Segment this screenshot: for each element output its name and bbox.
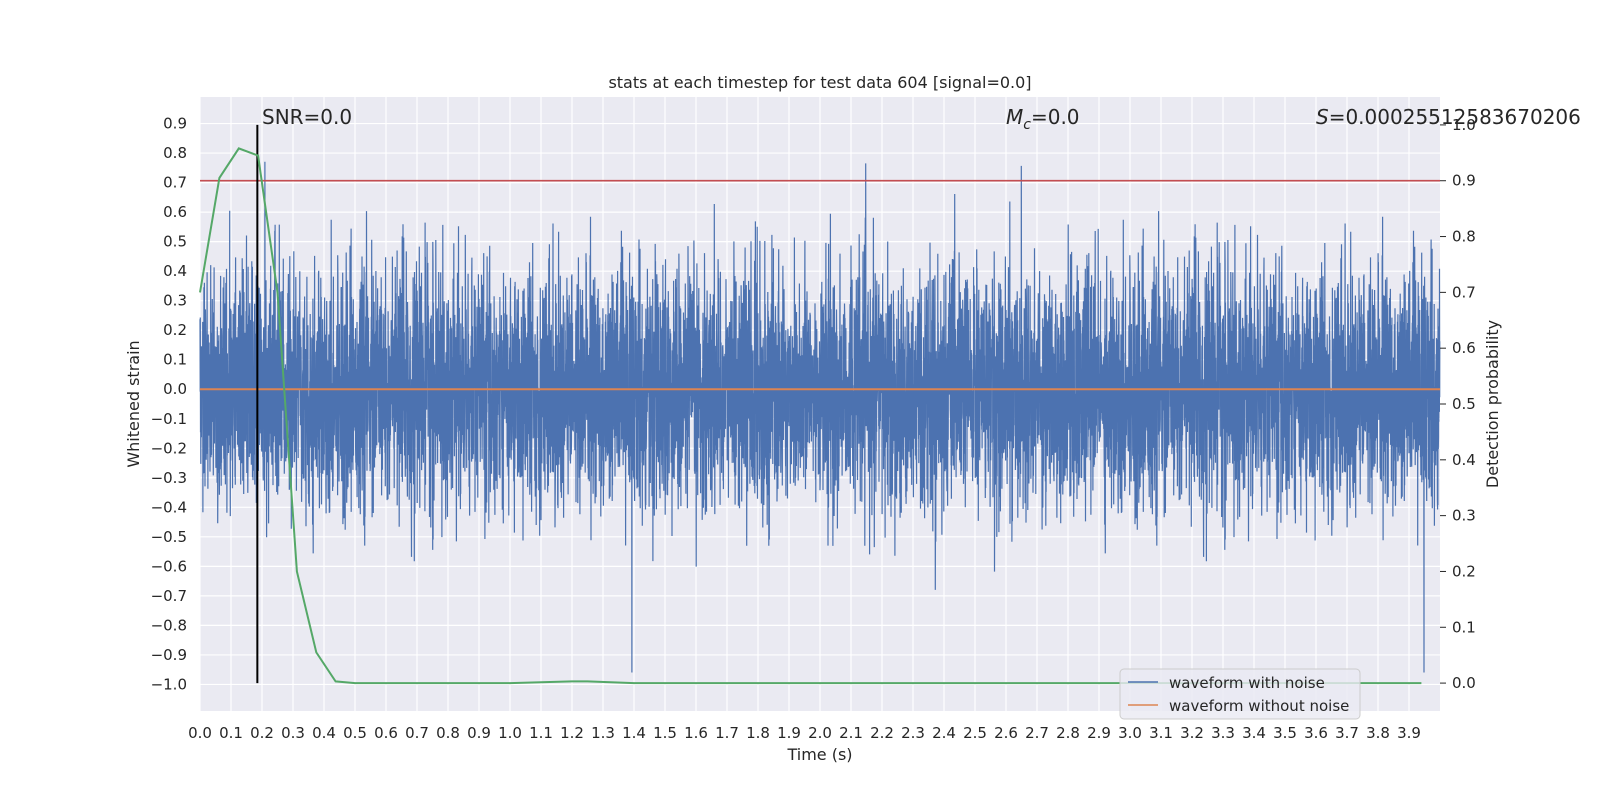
y-tick-label-left: −0.9 bbox=[151, 646, 187, 664]
legend: waveform with noise waveform without noi… bbox=[1119, 668, 1361, 720]
x-tick-label: 2.8 bbox=[1056, 724, 1080, 742]
overlay-lines bbox=[199, 124, 1440, 685]
x-tick-label: 2.2 bbox=[870, 724, 894, 742]
x-tick-label: 3.1 bbox=[1149, 724, 1173, 742]
s-value: =0.00025512583670206 bbox=[1329, 105, 1581, 129]
noise-series bbox=[199, 161, 1441, 673]
y-tick-label-left: −0.1 bbox=[151, 410, 187, 428]
noise-trace-line bbox=[199, 161, 1441, 673]
x-tick-label: 1.9 bbox=[777, 724, 801, 742]
legend-label-clean: waveform without noise bbox=[1169, 697, 1349, 715]
y-tick-label-right: 0.3 bbox=[1452, 507, 1476, 525]
x-tick-label: 3.8 bbox=[1366, 724, 1390, 742]
legend-box bbox=[1119, 668, 1361, 720]
x-tick-label: 3.5 bbox=[1273, 724, 1297, 742]
y-tick-label-right: 0.5 bbox=[1452, 395, 1476, 413]
y-tick-label-right: 0.6 bbox=[1452, 339, 1476, 357]
y-tick-label-right: 0.7 bbox=[1452, 283, 1476, 301]
legend-label-noise: waveform with noise bbox=[1169, 674, 1325, 692]
y-tick-label-left: 0.6 bbox=[163, 203, 187, 221]
x-tick-label: 3.2 bbox=[1180, 724, 1204, 742]
x-tick-label: 2.7 bbox=[1025, 724, 1049, 742]
y-tick-label-left: 0.0 bbox=[163, 380, 187, 398]
y-tick-label-left: 0.3 bbox=[163, 292, 187, 310]
x-tick-label: 3.0 bbox=[1118, 724, 1142, 742]
y-tick-label-left: 0.1 bbox=[163, 351, 187, 369]
snr-annotation: SNR=0.0 bbox=[262, 105, 352, 129]
y-tick-label-left: −0.2 bbox=[151, 439, 187, 457]
x-tick-label: 1.4 bbox=[622, 724, 646, 742]
x-tick-label: 2.5 bbox=[963, 724, 987, 742]
x-tick-label: 0.8 bbox=[436, 724, 460, 742]
x-tick-label: 0.5 bbox=[343, 724, 367, 742]
y-tick-label-right: 0.0 bbox=[1452, 674, 1476, 692]
y-axis-left-label: Whitened strain bbox=[124, 340, 143, 467]
x-tick-label: 3.9 bbox=[1397, 724, 1421, 742]
x-tick-label: 0.4 bbox=[312, 724, 336, 742]
y-tick-label-left: 0.4 bbox=[163, 262, 187, 280]
y-tick-label-left: 0.2 bbox=[163, 321, 187, 339]
x-tick-label: 1.1 bbox=[529, 724, 553, 742]
x-axis-label: Time (s) bbox=[786, 745, 852, 764]
x-tick-label: 1.3 bbox=[591, 724, 615, 742]
detection-probability-line bbox=[199, 147, 1422, 685]
y-tick-label-right: 0.8 bbox=[1452, 228, 1476, 246]
x-tick-label: 0.6 bbox=[374, 724, 398, 742]
mc-subscript: c bbox=[1023, 117, 1031, 133]
y-tick-label-left: 0.9 bbox=[163, 115, 187, 133]
y-axis-left: −1.0 −0.9 −0.8 −0.7 −0.6 −0.5 −0.4 −0.3 −0.2 −0.1… bbox=[151, 115, 187, 694]
x-tick-label: 3.4 bbox=[1242, 724, 1266, 742]
y-tick-label-right: 0.4 bbox=[1452, 451, 1476, 469]
y-tick-label-right: 0.1 bbox=[1452, 618, 1476, 636]
s-annotation: S=0.00025512583670206 bbox=[1316, 105, 1581, 129]
y-tick-label-left: −0.7 bbox=[151, 587, 187, 605]
x-tick-label: 0.9 bbox=[467, 724, 491, 742]
y-tick-label-left: 0.7 bbox=[163, 174, 187, 192]
x-tick-label: 2.3 bbox=[901, 724, 925, 742]
x-axis: 0.0 0.1 0.2 0.3 0.4 0.5 0.6 0.7 0.8 0.9 1.0 1.1 1.2 1… bbox=[188, 724, 1421, 742]
chart-title: stats at each timestep for test data 604… bbox=[608, 73, 1031, 92]
y-tick-label-right: 0.2 bbox=[1452, 562, 1476, 580]
y-axis-right-label: Detection probability bbox=[1483, 320, 1502, 488]
x-tick-label: 0.3 bbox=[281, 724, 305, 742]
x-tick-label: 2.1 bbox=[839, 724, 863, 742]
x-tick-label: 1.6 bbox=[684, 724, 708, 742]
y-tick-label-left: −1.0 bbox=[151, 675, 187, 693]
x-tick-label: 3.3 bbox=[1211, 724, 1235, 742]
x-tick-label: 3.7 bbox=[1335, 724, 1359, 742]
x-tick-label: 0.7 bbox=[405, 724, 429, 742]
y-tick-label-left: −0.6 bbox=[151, 557, 187, 575]
y-tick-label-left: 0.5 bbox=[163, 233, 187, 251]
y-tick-label-left: 0.8 bbox=[163, 144, 187, 162]
mc-annotation: Mc=0.0 bbox=[1006, 105, 1080, 133]
y-tick-label-left: −0.4 bbox=[151, 498, 187, 516]
x-tick-label: 1.7 bbox=[715, 724, 739, 742]
x-tick-label: 1.5 bbox=[653, 724, 677, 742]
y-tick-label-right: 1.0 bbox=[1452, 116, 1476, 134]
x-tick-label: 0.0 bbox=[188, 724, 212, 742]
x-tick-label: 2.0 bbox=[808, 724, 832, 742]
x-tick-label: 1.0 bbox=[498, 724, 522, 742]
y-axis-right: 0.0 0.1 0.2 0.3 0.4 0.5 0.6 0.7 0.8 0.9 1.0 bbox=[1440, 116, 1476, 692]
x-tick-label: 0.1 bbox=[219, 724, 243, 742]
x-tick-label: 3.6 bbox=[1304, 724, 1328, 742]
s-symbol: S bbox=[1316, 105, 1329, 129]
x-tick-label: 2.4 bbox=[932, 724, 956, 742]
x-tick-label: 2.9 bbox=[1087, 724, 1111, 742]
y-tick-label-left: −0.5 bbox=[151, 528, 187, 546]
x-tick-label: 1.8 bbox=[746, 724, 770, 742]
y-tick-label-left: −0.8 bbox=[151, 616, 187, 634]
mc-symbol: M bbox=[1006, 105, 1023, 129]
y-tick-label-right: 0.9 bbox=[1452, 172, 1476, 190]
y-tick-label-left: −0.3 bbox=[151, 469, 187, 487]
x-tick-label: 0.2 bbox=[250, 724, 274, 742]
x-tick-label: 1.2 bbox=[560, 724, 584, 742]
mc-value: =0.0 bbox=[1031, 105, 1080, 129]
x-tick-label: 2.6 bbox=[994, 724, 1018, 742]
